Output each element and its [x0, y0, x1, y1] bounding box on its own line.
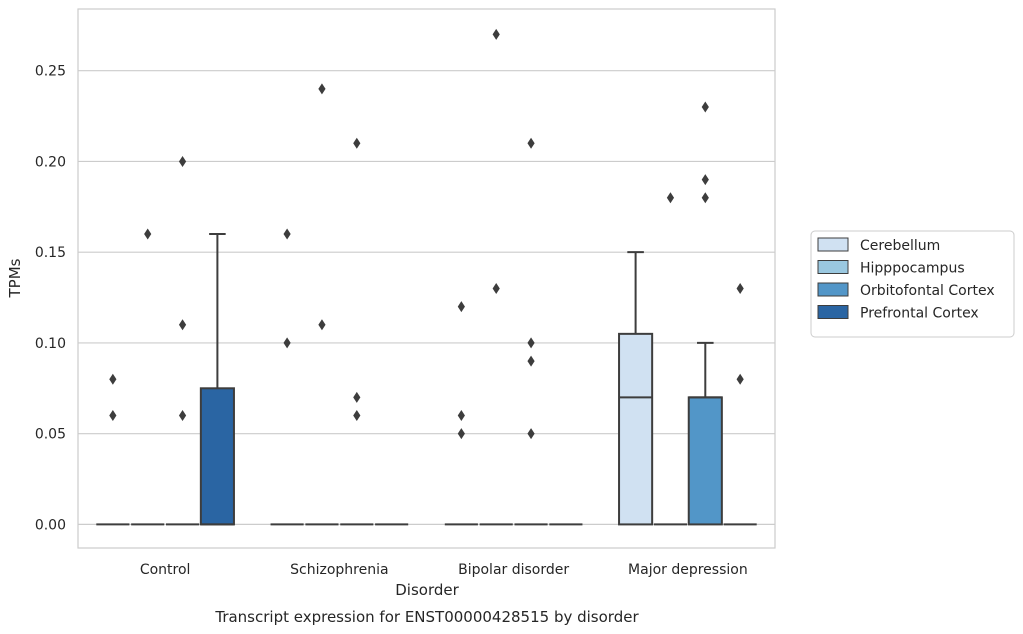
y-axis-label: TPMs [6, 258, 24, 298]
outlier-point [144, 228, 152, 240]
box-body [618, 332, 654, 526]
x-tick-label: Schizophrenia [290, 562, 388, 578]
box-prefrontal-cortex [723, 282, 757, 526]
box-prefrontal-cortex [199, 233, 235, 526]
outlier-point [492, 28, 500, 40]
outlier-point [701, 174, 709, 186]
outlier-point [701, 101, 709, 113]
y-tick-label: 0.05 [35, 427, 66, 443]
y-tick-labels: 0.00 0.05 0.10 0.15 0.20 0.25 [35, 64, 66, 534]
box-hipppocampus [305, 83, 339, 526]
outlier-point [283, 337, 291, 349]
outlier-point [457, 410, 465, 422]
outlier-point [527, 337, 535, 349]
legend-entry: Cerebellum [860, 238, 940, 254]
outlier-point [353, 410, 361, 422]
outlier-point [178, 410, 187, 422]
legend-swatch [817, 260, 849, 274]
box-hipppocampus [653, 192, 688, 526]
box-hipppocampus [479, 28, 513, 526]
outlier-point [701, 192, 709, 204]
outlier-point [353, 391, 361, 403]
legend-swatch [817, 282, 849, 297]
legend-swatch [817, 305, 849, 319]
x-tick-label: Major depression [628, 562, 748, 578]
chart-title: Transcript expression for ENST0000042851… [214, 608, 639, 626]
outlier-point [736, 373, 744, 385]
outlier-point [666, 192, 675, 204]
outlier-point [178, 155, 187, 167]
outlier-point [457, 301, 465, 313]
x-tick-label: Bipolar disorder [458, 562, 569, 578]
legend: Cerebellum Hipppocampus Orbitofontal Corte… [810, 230, 1015, 338]
box-orbitofontal-cortex [340, 137, 374, 526]
x-axis-label: Disorder [395, 581, 459, 599]
box-cerebellum [96, 373, 130, 526]
x-tick-labels: Control Schizophrenia Bipolar disorder Majo… [140, 562, 748, 578]
box-cerebellum [270, 228, 304, 526]
legend-entry: Hipppocampus [860, 261, 965, 277]
outlier-point [527, 355, 535, 367]
outlier-point [527, 428, 535, 440]
legend-frame [810, 230, 1015, 338]
outlier-point [457, 428, 465, 440]
outlier-point [318, 83, 326, 95]
box-orbitofontal-cortex [165, 155, 200, 526]
box-series [96, 28, 757, 526]
legend-swatch [817, 237, 849, 252]
y-tick-label: 0.25 [35, 64, 66, 80]
box-orbitofontal-cortex [514, 137, 548, 526]
y-tick-label: 0.15 [35, 245, 66, 261]
box-body [687, 396, 723, 526]
box-cerebellum [444, 301, 478, 526]
legend-entry: Orbitofontal Cortex [860, 283, 995, 299]
outlier-point [109, 410, 117, 422]
x-tick-label: Control [140, 562, 191, 578]
outlier-point [736, 282, 744, 294]
outlier-point [318, 319, 326, 331]
plot-frame [77, 8, 776, 549]
outlier-point [492, 282, 500, 294]
legend-entry: Prefrontal Cortex [860, 306, 979, 322]
outlier-point [178, 319, 187, 331]
box-orbitofontal-cortex [687, 101, 723, 526]
y-tick-label: 0.10 [35, 336, 66, 352]
box-hipppocampus [131, 228, 165, 526]
box-body [199, 387, 235, 526]
outlier-point [109, 373, 117, 385]
y-tick-label: 0.20 [35, 154, 66, 170]
y-tick-label: 0.00 [35, 517, 66, 533]
outlier-point [353, 137, 361, 149]
outlier-point [283, 228, 291, 240]
box-cerebellum [618, 251, 654, 526]
outlier-point [527, 137, 535, 149]
